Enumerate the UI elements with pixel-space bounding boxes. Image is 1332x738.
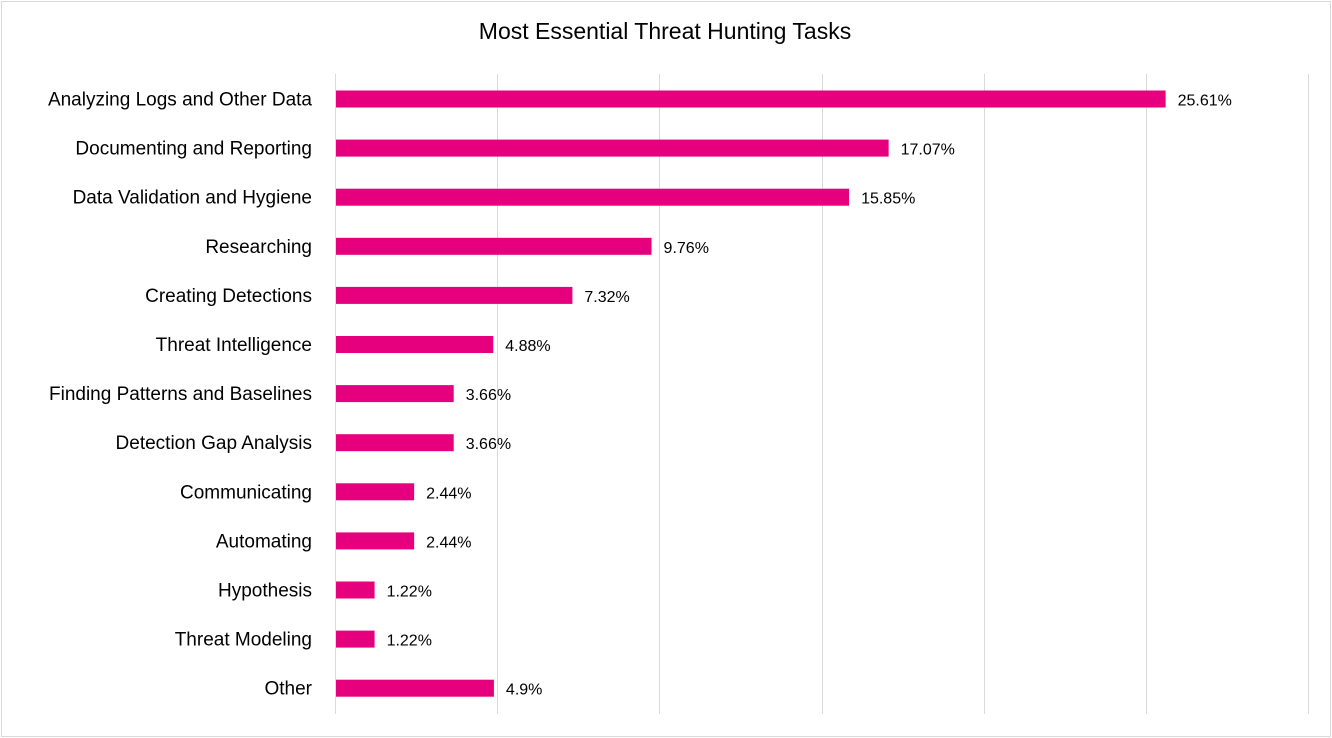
category-label: Detection Gap Analysis [116, 433, 312, 454]
data-label: 15.85% [861, 191, 915, 208]
data-label: 1.22% [387, 584, 432, 601]
category-label: Creating Detections [145, 286, 312, 307]
bar [336, 581, 375, 599]
data-label: 4.9% [506, 682, 542, 699]
data-label: 17.07% [901, 142, 955, 159]
data-label: 25.61% [1178, 93, 1232, 110]
category-label: Researching [205, 237, 312, 258]
category-label: Finding Patterns and Baselines [49, 384, 312, 405]
data-label: 7.32% [584, 289, 629, 306]
bar [336, 90, 1166, 108]
bar [336, 286, 573, 304]
bar [336, 630, 375, 648]
data-label: 9.76% [664, 240, 709, 257]
chart-title: Most Essential Threat Hunting Tasks [478, 18, 852, 44]
bar [336, 188, 850, 206]
category-label: Other [264, 679, 312, 700]
bar [336, 679, 494, 697]
category-label: Communicating [180, 482, 312, 503]
bar [336, 434, 454, 452]
bar [336, 336, 494, 353]
category-label: Threat Modeling [175, 630, 312, 651]
bar [336, 483, 415, 501]
category-label: Data Validation and Hygiene [73, 188, 312, 209]
category-label: Automating [216, 531, 312, 552]
bar [336, 237, 652, 255]
data-label: 1.22% [387, 633, 432, 650]
category-label: Documenting and Reporting [75, 139, 312, 160]
bar [336, 385, 454, 403]
bar [336, 139, 889, 157]
data-label: 2.44% [426, 485, 471, 502]
category-label: Threat Intelligence [156, 335, 312, 356]
data-label: 3.66% [466, 387, 511, 404]
category-label: Hypothesis [218, 581, 312, 602]
category-label: Analyzing Logs and Other Data [48, 90, 312, 111]
data-label: 3.66% [466, 436, 511, 453]
bar [336, 532, 415, 550]
data-label: 4.88% [505, 338, 550, 355]
data-label: 2.44% [426, 534, 471, 551]
